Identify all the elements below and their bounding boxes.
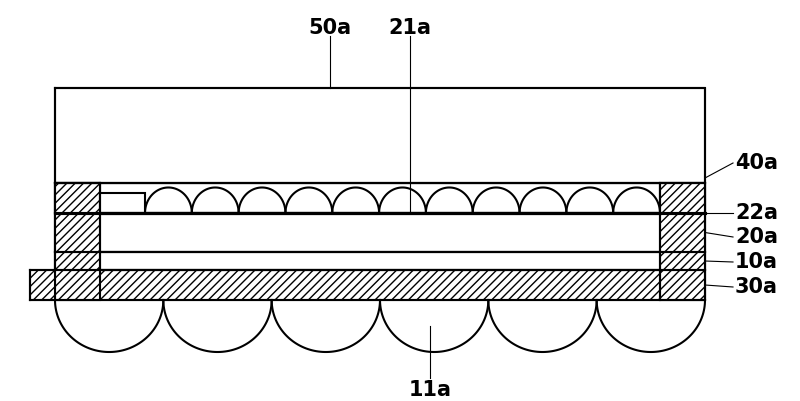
Bar	[55, 213, 705, 252]
Bar	[100, 193, 145, 213]
Text: 40a: 40a	[735, 153, 778, 173]
Text: 21a: 21a	[389, 18, 431, 38]
Bar	[660, 183, 705, 213]
Bar	[660, 183, 705, 300]
Text: 50a: 50a	[309, 18, 351, 38]
Bar	[55, 88, 705, 183]
Bar	[30, 270, 55, 300]
Bar	[55, 252, 705, 270]
Text: 11a: 11a	[409, 380, 451, 400]
Text: 30a: 30a	[735, 277, 778, 297]
Bar	[55, 270, 705, 300]
Text: 10a: 10a	[735, 252, 778, 272]
Text: 22a: 22a	[735, 203, 778, 223]
Bar	[55, 183, 100, 213]
Text: 20a: 20a	[735, 227, 778, 247]
Bar	[55, 183, 705, 213]
Bar	[55, 183, 100, 300]
